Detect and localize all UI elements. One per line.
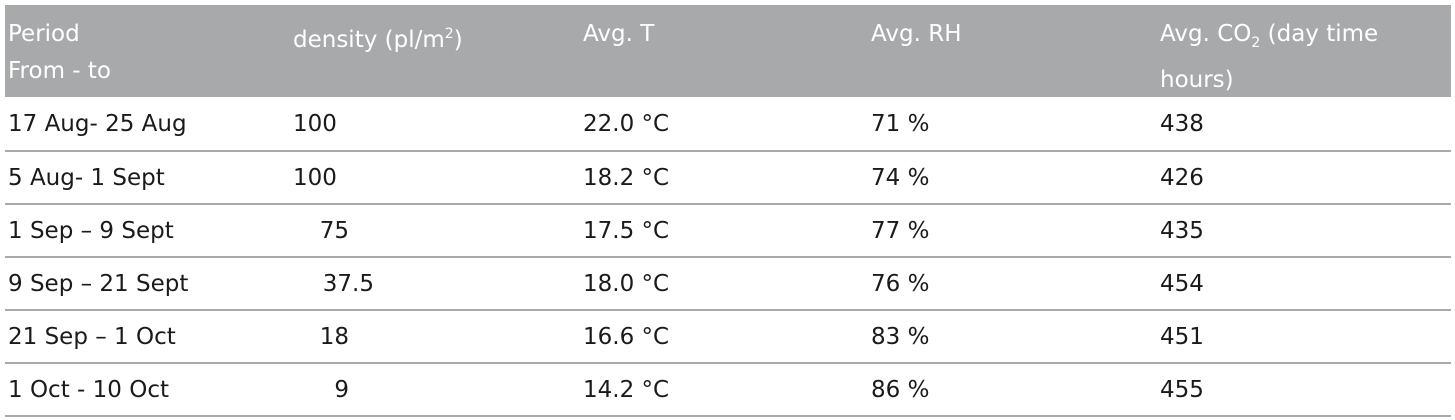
cell-co2: 454 bbox=[1160, 271, 1204, 297]
header-density-sup: 2 bbox=[444, 26, 454, 42]
header-temp: Avg. T bbox=[583, 21, 655, 47]
cell-temp: 18.2 °C bbox=[583, 165, 670, 191]
cell-rh: 76 % bbox=[871, 271, 930, 297]
cell-rh: 83 % bbox=[871, 324, 930, 350]
table-row: 1 Oct - 10 Oct 9 14.2 °C 86 % 455 bbox=[5, 364, 1451, 417]
header-density: density (pl/m2) bbox=[293, 16, 463, 59]
table-header: Period From - to density (pl/m2) Avg. T … bbox=[5, 5, 1451, 97]
cell-period: 21 Sep – 1 Oct bbox=[8, 324, 176, 350]
header-density-text: density (pl/m bbox=[293, 27, 445, 53]
header-co2-suffix: (day time bbox=[1260, 21, 1379, 47]
header-period-line2: From - to bbox=[8, 58, 111, 84]
header-rh: Avg. RH bbox=[871, 21, 962, 47]
table-row: 1 Sep – 9 Sept 75 17.5 °C 77 % 435 bbox=[5, 205, 1451, 258]
cell-period: 5 Aug- 1 Sept bbox=[8, 165, 165, 191]
cell-temp: 17.5 °C bbox=[583, 218, 670, 244]
header-co2-text: Avg. CO bbox=[1160, 21, 1252, 47]
cell-period: 9 Sep – 21 Sept bbox=[8, 271, 189, 297]
cell-density: 37.5 bbox=[322, 271, 374, 297]
cell-density: 100 bbox=[293, 111, 337, 137]
header-density-close: ) bbox=[453, 27, 463, 53]
cell-density: 9 bbox=[334, 377, 349, 403]
header-co2: Avg. CO2 (day time hours) bbox=[1160, 16, 1378, 99]
cell-temp: 18.0 °C bbox=[583, 271, 670, 297]
header-co2-sub: 2 bbox=[1251, 35, 1261, 51]
cell-period: 1 Sep – 9 Sept bbox=[8, 218, 174, 244]
table-row: 9 Sep – 21 Sept 37.5 18.0 °C 76 % 454 bbox=[5, 258, 1451, 311]
cell-co2: 451 bbox=[1160, 324, 1204, 350]
cell-rh: 74 % bbox=[871, 165, 930, 191]
cell-rh: 77 % bbox=[871, 218, 930, 244]
cell-density: 18 bbox=[319, 324, 349, 350]
cell-temp: 22.0 °C bbox=[583, 111, 670, 137]
table-row: 5 Aug- 1 Sept 100 18.2 °C 74 % 426 bbox=[5, 152, 1451, 205]
cell-temp: 14.2 °C bbox=[583, 377, 670, 403]
header-co2-line2: hours) bbox=[1160, 67, 1234, 93]
cell-co2: 426 bbox=[1160, 165, 1204, 191]
cell-density: 75 bbox=[319, 218, 349, 244]
cell-density: 100 bbox=[293, 165, 337, 191]
cell-period: 17 Aug- 25 Aug bbox=[8, 111, 187, 137]
cell-co2: 455 bbox=[1160, 377, 1204, 403]
cell-co2: 435 bbox=[1160, 218, 1204, 244]
table-row: 17 Aug- 25 Aug 100 22.0 °C 71 % 438 bbox=[5, 97, 1451, 152]
cell-rh: 86 % bbox=[871, 377, 930, 403]
header-period: Period From - to bbox=[8, 16, 111, 90]
cell-rh: 71 % bbox=[871, 111, 930, 137]
header-period-line1: Period bbox=[8, 21, 80, 47]
table-row: 21 Sep – 1 Oct 18 16.6 °C 83 % 451 bbox=[5, 311, 1451, 364]
cell-temp: 16.6 °C bbox=[583, 324, 670, 350]
cell-period: 1 Oct - 10 Oct bbox=[8, 377, 169, 403]
climate-table: Period From - to density (pl/m2) Avg. T … bbox=[5, 5, 1451, 417]
cell-co2: 438 bbox=[1160, 111, 1204, 137]
